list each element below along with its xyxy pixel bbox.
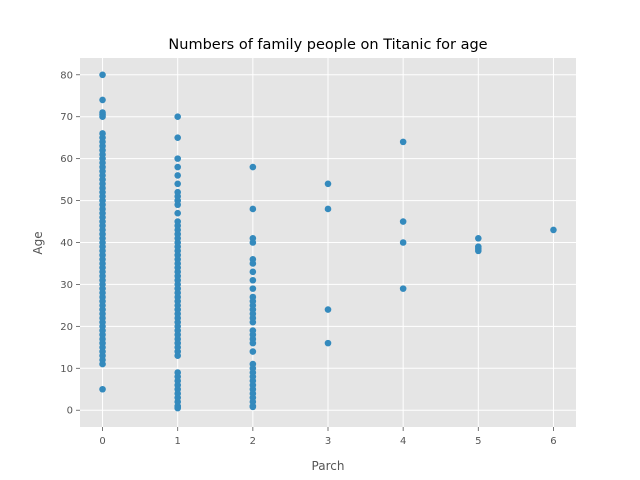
- data-point: [174, 113, 181, 121]
- y-tick-label: 20: [60, 322, 73, 333]
- data-point: [324, 205, 332, 213]
- data-point: [324, 306, 332, 313]
- x-tick-label: 3: [325, 436, 331, 447]
- y-tick-label: 70: [60, 112, 73, 123]
- data-point: [249, 348, 257, 355]
- x-tick-label: 5: [475, 436, 481, 447]
- x-tick-label: 0: [99, 436, 105, 447]
- y-axis-ticks: 0 10 20 30 40 50 60 70 80: [60, 70, 80, 417]
- data-point: [475, 247, 482, 255]
- grid-lines: [80, 58, 576, 427]
- y-tick-label: 30: [60, 280, 73, 291]
- data-point: [99, 360, 106, 368]
- data-point: [399, 285, 407, 292]
- data-point: [249, 285, 257, 292]
- data-point: [99, 96, 106, 104]
- data-point: [174, 180, 181, 188]
- scatter-points: [99, 71, 557, 412]
- x-tick-label: 2: [250, 436, 256, 447]
- data-point: [174, 209, 181, 217]
- data-point: [249, 260, 257, 267]
- x-tick-label: 4: [400, 436, 406, 447]
- y-tick-label: 60: [60, 154, 73, 165]
- x-axis-label: Parch: [312, 459, 345, 473]
- y-tick-label: 40: [60, 238, 73, 249]
- data-point: [249, 339, 257, 347]
- data-point: [99, 385, 106, 393]
- data-point: [550, 226, 557, 234]
- x-axis-ticks: 0 1 2 3 4 5 6: [99, 427, 557, 447]
- data-point: [249, 276, 257, 284]
- data-point: [249, 163, 257, 171]
- x-tick-label: 1: [175, 436, 181, 447]
- data-point: [174, 172, 181, 179]
- data-point: [99, 113, 106, 121]
- data-point: [174, 404, 181, 412]
- data-point: [249, 403, 257, 411]
- y-tick-label: 0: [67, 406, 73, 417]
- data-point: [174, 352, 181, 360]
- data-point: [324, 339, 332, 347]
- y-tick-label: 50: [60, 196, 73, 207]
- data-point: [174, 201, 181, 209]
- data-point: [174, 134, 181, 141]
- data-point: [174, 163, 181, 171]
- data-point: [475, 235, 482, 242]
- x-tick-label: 6: [550, 436, 556, 447]
- y-axis-label: Age: [31, 231, 45, 254]
- data-point: [249, 205, 257, 213]
- data-point: [399, 239, 407, 246]
- chart-title: Numbers of family people on Titanic for …: [168, 37, 487, 53]
- data-point: [249, 239, 257, 246]
- data-point: [249, 318, 257, 326]
- data-point: [399, 138, 407, 146]
- data-point: [174, 155, 181, 162]
- y-tick-label: 80: [60, 70, 73, 81]
- data-point: [399, 218, 407, 225]
- data-point: [249, 268, 257, 276]
- data-point: [324, 180, 332, 188]
- y-tick-label: 10: [60, 364, 73, 375]
- data-point: [99, 71, 106, 79]
